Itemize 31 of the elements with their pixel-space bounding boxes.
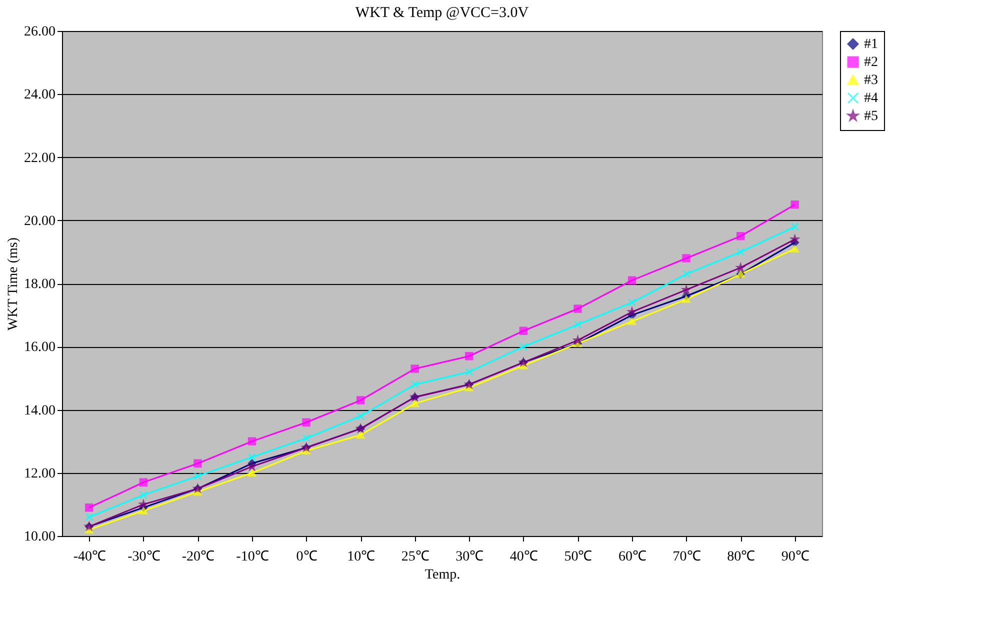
legend-label: #1: [864, 37, 878, 52]
x-tick-label: 30℃: [456, 550, 484, 564]
y-axis-title: WKT Time (ms): [6, 237, 21, 331]
x-tick-label: 50℃: [564, 550, 592, 564]
y-tick-label: 22.00: [24, 150, 56, 166]
x-tick-label: 70℃: [672, 550, 701, 564]
x-tick-label: -20℃: [182, 550, 215, 564]
y-tick-label: 20.00: [24, 214, 56, 229]
y-tick-label: 24.00: [24, 88, 56, 103]
y-tick-label: 14.00: [24, 403, 56, 418]
x-tick-label: -40℃: [73, 550, 106, 564]
x-tick-label: 80℃: [727, 550, 756, 564]
x-axis-title: Temp.: [424, 568, 460, 582]
legend-label: #3: [864, 73, 878, 88]
x-tick-label: 90℃: [781, 550, 810, 564]
legend-label: #5: [864, 109, 878, 124]
legend-label: #2: [864, 55, 878, 70]
x-tick-label: 40℃: [510, 550, 538, 564]
x-tick-label: 0℃: [296, 550, 318, 564]
y-tick-label: 26.00: [24, 24, 56, 40]
x-tick-label: 60℃: [618, 550, 646, 564]
y-tick-label: 16.00: [24, 340, 56, 356]
y-tick-label: 12.00: [24, 466, 56, 482]
x-tick-label: -30℃: [128, 550, 160, 564]
x-tick-label: 10℃: [347, 550, 376, 564]
y-tick-label: 10.00: [24, 530, 56, 544]
legend-label: #4: [864, 91, 878, 106]
chart-title: WKT & Temp @VCC=3.0V: [355, 5, 529, 21]
x-tick-label: -10℃: [236, 550, 269, 564]
x-tick-label: 25℃: [401, 550, 430, 564]
y-tick-label: 18.00: [24, 277, 56, 292]
